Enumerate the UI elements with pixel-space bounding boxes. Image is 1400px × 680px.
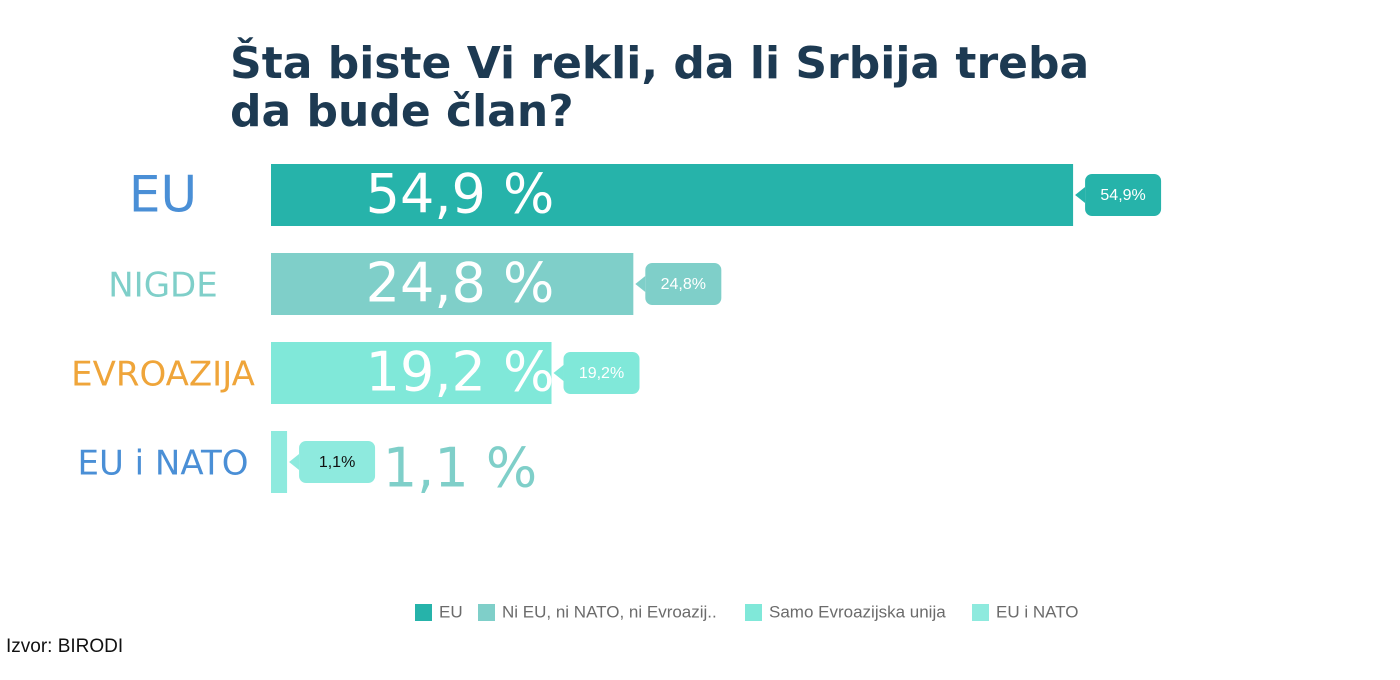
legend-swatch [478, 604, 495, 621]
bar [271, 431, 288, 493]
value-label: 54,9% [1100, 187, 1145, 204]
legend-label: Ni EU, ni NATO, ni Evroazij.. [502, 602, 717, 621]
bar [271, 164, 1074, 226]
legend-swatch [745, 604, 762, 621]
legend-label: EU i NATO [996, 602, 1079, 621]
callout [645, 263, 722, 305]
bar [271, 253, 634, 315]
callout [289, 454, 300, 470]
big-label: 54,9 % [366, 163, 555, 226]
value-label: 19,2% [579, 365, 624, 382]
big-label: 24,8 % [366, 252, 555, 315]
chart-title: da bude član? [230, 86, 574, 137]
chart-title: Šta biste Vi rekli, da li Srbija treba [230, 36, 1089, 89]
bar [271, 342, 552, 404]
callout [1075, 187, 1086, 203]
source: Izvor: BIRODI [6, 636, 123, 657]
value-label: 1,1% [319, 454, 355, 471]
big-label: 1,1 % [383, 437, 537, 500]
callout [299, 441, 376, 483]
legend-label: EU [439, 602, 463, 621]
callout [553, 365, 564, 381]
value-label: 24,8% [661, 276, 706, 293]
category-label: EVROAZIJA [71, 355, 255, 395]
callout [563, 352, 640, 394]
category-label: EU [129, 166, 197, 224]
legend-swatch [415, 604, 432, 621]
legend-swatch [972, 604, 989, 621]
legend-label: Samo Evroazijska unija [769, 602, 946, 621]
callout [635, 276, 646, 292]
callout [1085, 174, 1162, 216]
category-label: EU i NATO [77, 444, 248, 484]
category-label: NIGDE [108, 266, 217, 306]
big-label: 19,2 % [366, 341, 555, 404]
